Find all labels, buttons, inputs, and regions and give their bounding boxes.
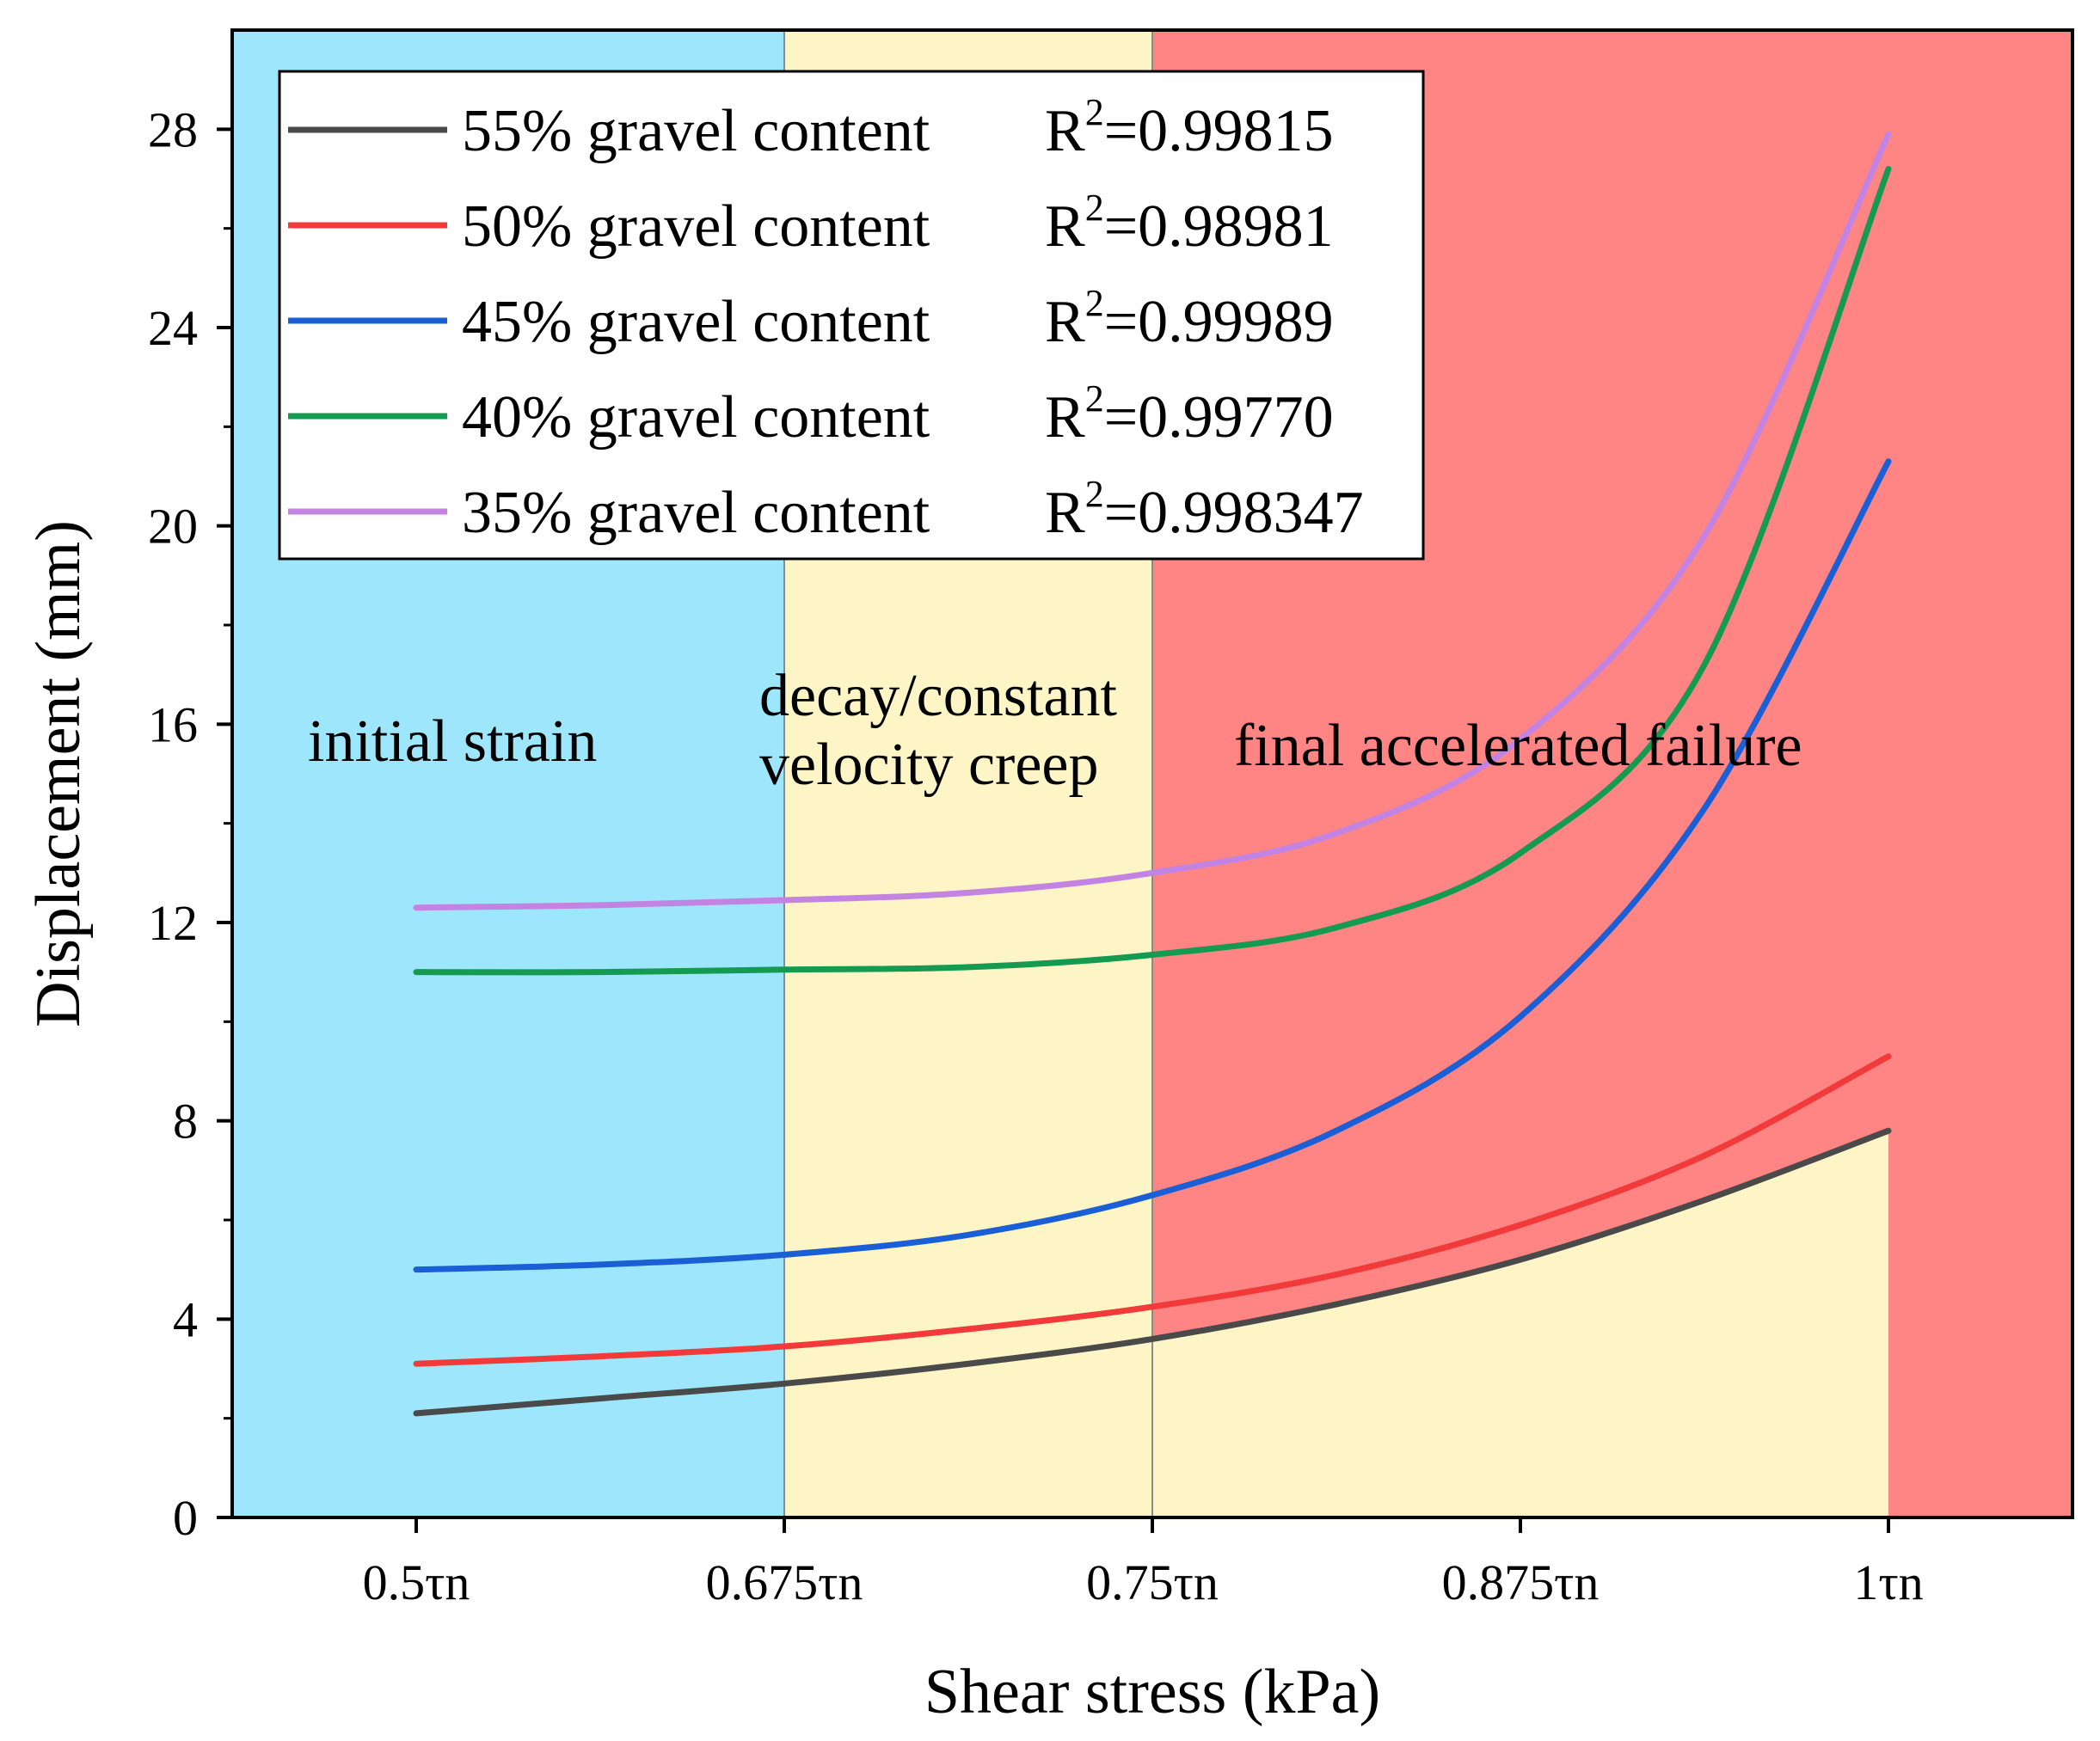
legend-r2-value-0: =0.99815 (1104, 98, 1334, 164)
region-label-1-0: decay/constant (759, 663, 1117, 729)
legend-r2-value-4: =0.998347 (1104, 480, 1364, 546)
legend-r2-4: R2=0.998347 (1045, 473, 1364, 546)
series-line-0 (413, 1127, 1892, 1417)
y-tick-label-5: 20 (148, 499, 198, 555)
legend-r2-value-2: =0.99989 (1104, 289, 1334, 355)
y-tick-label-1: 4 (173, 1291, 198, 1347)
y-tick-label-7: 28 (148, 101, 198, 157)
legend-r2-2: R2=0.99989 (1045, 282, 1334, 355)
legend-r2-1: R2=0.98981 (1045, 187, 1334, 260)
legend-r2-0: R2=0.99815 (1045, 91, 1334, 164)
x-tick-label-4: 1τn (1853, 1554, 1923, 1610)
legend-r2-superscript-3: 2 (1085, 377, 1104, 420)
legend-r2-superscript-4: 2 (1085, 473, 1104, 515)
x-tick-label-2: 0.75τn (1086, 1554, 1219, 1610)
x-tick-label-0: 0.5τn (363, 1554, 470, 1610)
y-tick-label-2: 8 (173, 1094, 198, 1149)
region-label-0-0: initial strain (308, 708, 597, 775)
x-axis: 0.5τn 0.675τn 0.75τn 0.875τn 1τn (363, 1517, 1924, 1610)
legend-r2-3: R2=0.99770 (1045, 377, 1334, 451)
x-tick-label-3: 0.875τn (1442, 1554, 1600, 1610)
y-axis-label: Displacement (mm) (23, 520, 94, 1027)
legend-r2-superscript-1: 2 (1085, 187, 1104, 229)
under-curve-fill (784, 1131, 1888, 1517)
legend-r2-value-1: =0.98981 (1104, 193, 1334, 260)
series-line-3 (413, 165, 1892, 976)
legend-r2-symbol-3: R (1045, 384, 1085, 451)
x-tick-label-1: 0.675τn (706, 1554, 863, 1610)
series-line-4 (413, 131, 1892, 911)
series-line-1 (413, 1053, 1892, 1367)
region-label-2-0: final accelerated failure (1234, 713, 1802, 779)
y-tick-label-6: 24 (148, 300, 198, 356)
y-tick-label-0: 0 (173, 1490, 198, 1546)
x-axis-label: Shear stress (kPa) (924, 1657, 1380, 1727)
y-tick-label-3: 12 (148, 895, 198, 951)
legend-r2-symbol-2: R (1045, 289, 1085, 355)
y-axis: 0 4 8 12 16 20 24 28 (148, 101, 232, 1546)
region-label-1-1: velocity creep (759, 732, 1099, 798)
legend-label-3: 40% gravel content (462, 384, 930, 451)
legend-r2-symbol-4: R (1045, 480, 1085, 546)
legend-r2-superscript-2: 2 (1085, 282, 1104, 324)
legend-label-0: 55% gravel content (462, 98, 930, 164)
series-lines (413, 131, 1892, 1417)
legend-r2-symbol-0: R (1045, 98, 1085, 164)
legend-r2-value-3: =0.99770 (1104, 384, 1334, 451)
legend-r2-symbol-1: R (1045, 193, 1085, 260)
legend-label-1: 50% gravel content (462, 193, 930, 260)
legend-label-4: 35% gravel content (462, 480, 930, 546)
series-line-2 (413, 458, 1892, 1273)
legend-box (278, 70, 1425, 561)
legend-r2-superscript-0: 2 (1085, 91, 1104, 133)
legend-label-2: 45% gravel content (462, 289, 930, 355)
under-curve-area (784, 1131, 1888, 1517)
y-tick-label-4: 16 (148, 696, 198, 752)
